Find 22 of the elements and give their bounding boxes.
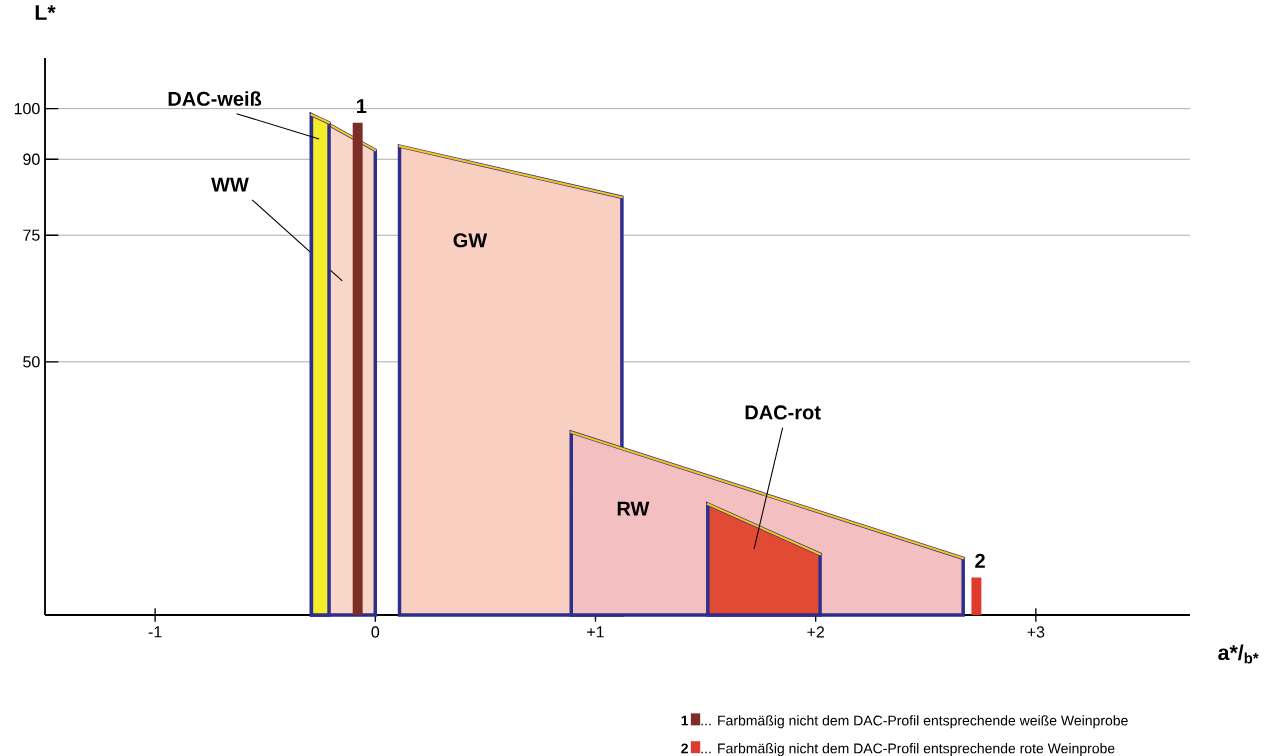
x-tick-label: 0 [371,626,380,638]
text: ... Farbmäßig nicht dem DAC-Profil entsprechende rote Weinprobe [701,743,1115,756]
series-label: RW [617,501,650,516]
y-axis-title: L* [35,5,56,20]
text: 1 [357,99,367,114]
text: WW [211,177,249,192]
text: DAC-rot [745,405,821,420]
legend-label: 1 [681,715,689,726]
y-tick-label: 50 [23,356,40,368]
x-axis-title: a*/$_{b*}$ [1218,644,1259,664]
y-tick-label: 75 [23,229,40,241]
x-tick-label: +2 [807,626,824,638]
x-tick-label: +1 [587,626,604,638]
text: DAC-weiß [168,91,262,106]
x-tick-label: +3 [1027,626,1045,638]
x-tick-label: -1 [148,626,162,638]
text: 2 [975,553,985,568]
legend-label: 2 [681,743,688,754]
y-tick-label: 90 [23,153,40,165]
text: ... Farbmäßig nicht dem DAC-Profil entsprechende weiße Weinprobe [701,715,1128,729]
y-tick-label: 100 [14,102,40,115]
series-label: GW [453,233,488,248]
